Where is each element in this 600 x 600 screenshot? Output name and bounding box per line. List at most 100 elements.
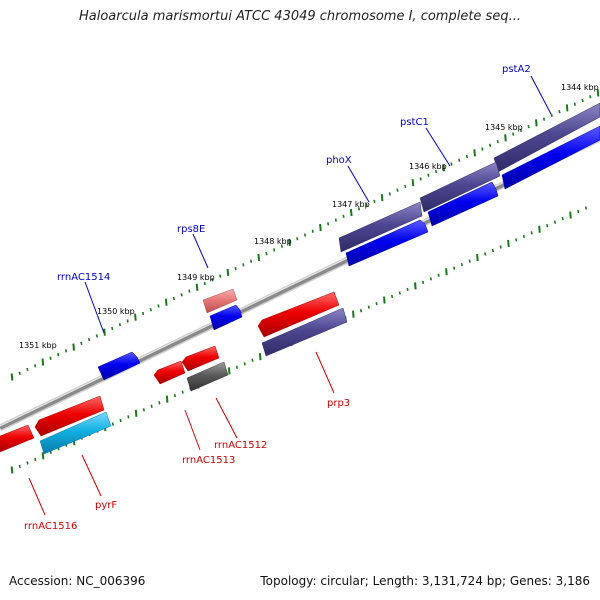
tick-outer-22 bbox=[180, 293, 183, 297]
gene-blue-1[interactable] bbox=[501, 125, 600, 190]
label-rrnAC1514: rrnAC1514 bbox=[57, 272, 110, 283]
tick-outer-54 bbox=[427, 173, 430, 177]
tick-outer-0 bbox=[10, 373, 14, 381]
tick-outer-34 bbox=[273, 248, 276, 252]
tick-outer-40 bbox=[319, 223, 322, 232]
gene-purple-low[interactable] bbox=[261, 307, 348, 357]
tick-inner-30 bbox=[243, 362, 246, 366]
tick-outer-9 bbox=[80, 341, 83, 346]
gene-pyrF-red[interactable] bbox=[34, 395, 105, 437]
tick-inner-21 bbox=[173, 393, 176, 398]
tick-outer-74 bbox=[581, 98, 584, 103]
tick-outer-48 bbox=[380, 194, 384, 202]
tick-inner-2 bbox=[26, 461, 29, 465]
forward-genes bbox=[97, 102, 600, 381]
gene-rrnAC1512[interactable] bbox=[181, 345, 220, 372]
tick-outer-12 bbox=[103, 328, 106, 336]
gene-rps8E[interactable] bbox=[209, 304, 243, 331]
tick-outer-67 bbox=[527, 124, 530, 129]
gene-blue-2[interactable] bbox=[427, 181, 499, 227]
tick-outer-31 bbox=[249, 259, 253, 263]
tick-inner-69 bbox=[546, 224, 549, 228]
tick-inner-59 bbox=[468, 259, 471, 263]
tick-inner-58 bbox=[460, 262, 463, 267]
leader-lines bbox=[28, 75, 552, 516]
tick-outer-76 bbox=[596, 89, 600, 97]
tick-outer-33 bbox=[265, 252, 268, 256]
tick-outer-75 bbox=[589, 95, 592, 99]
tick-outer-26 bbox=[211, 278, 214, 282]
tick-inner-63 bbox=[499, 245, 502, 249]
tick-outer-19 bbox=[157, 304, 160, 308]
tick-inner-15 bbox=[127, 415, 130, 419]
tick-outer-57 bbox=[450, 162, 453, 166]
tick-outer-13 bbox=[111, 326, 114, 331]
tick-outer-5 bbox=[49, 356, 52, 360]
tick-inner-16 bbox=[134, 409, 138, 417]
gene-phoX[interactable] bbox=[338, 201, 423, 253]
tick-outer-25 bbox=[203, 281, 206, 286]
tick-inner-1 bbox=[18, 464, 21, 469]
gene-blue-3[interactable] bbox=[345, 219, 429, 267]
label-pstC1: pstC1 bbox=[400, 117, 429, 128]
tick-outer-24 bbox=[195, 283, 199, 291]
tick-inner-61 bbox=[484, 252, 487, 256]
tick-outer-27 bbox=[219, 274, 222, 278]
tick-inner-60 bbox=[476, 253, 479, 262]
tick-outer-7 bbox=[64, 349, 68, 353]
tick-inner-55 bbox=[437, 273, 440, 277]
tick-outer-53 bbox=[419, 177, 422, 181]
map-title: Haloarcula marismortui ATCC 43049 chromo… bbox=[79, 9, 521, 24]
tick-inner-17 bbox=[142, 408, 145, 412]
tick-outer-52 bbox=[411, 179, 415, 187]
tick-inner-20 bbox=[165, 395, 169, 403]
gene-pstC1[interactable] bbox=[419, 161, 501, 213]
tick-outer-29 bbox=[234, 266, 237, 271]
tick-outer-20 bbox=[164, 298, 168, 306]
tick-outer-51 bbox=[404, 184, 407, 189]
tick-outer-49 bbox=[388, 192, 391, 196]
tick-inner-49 bbox=[390, 294, 394, 299]
label-rrnAC1513: rrnAC1513 bbox=[182, 455, 235, 466]
scale-label-1344: 1344 kbp bbox=[561, 83, 599, 92]
tick-inner-19 bbox=[158, 401, 161, 405]
tick-row-outer bbox=[10, 89, 600, 381]
gene-rrnAC1513[interactable] bbox=[153, 360, 186, 385]
gene-gray[interactable] bbox=[186, 361, 229, 392]
tick-outer-46 bbox=[365, 203, 368, 207]
tick-inner-47 bbox=[375, 301, 378, 306]
gene-rrnAC1516[interactable] bbox=[0, 424, 35, 453]
tick-outer-39 bbox=[311, 229, 314, 233]
tick-inner-64 bbox=[507, 239, 510, 247]
tick-inner-48 bbox=[383, 296, 386, 304]
tick-outer-1 bbox=[18, 371, 21, 375]
gene-rrnAC1514[interactable] bbox=[97, 351, 141, 381]
tick-inner-70 bbox=[553, 220, 557, 224]
scale-label-1348: 1348 kbp bbox=[254, 237, 292, 246]
tick-outer-68 bbox=[535, 119, 538, 127]
tick-outer-41 bbox=[327, 222, 330, 226]
tick-outer-6 bbox=[57, 352, 60, 357]
tick-outer-70 bbox=[550, 113, 553, 118]
tick-outer-18 bbox=[149, 308, 152, 312]
tick-inner-68 bbox=[538, 225, 541, 233]
accession-label: Accession: NC_006396 bbox=[9, 574, 146, 588]
tick-inner-13 bbox=[111, 422, 114, 426]
tick-inner-66 bbox=[522, 234, 526, 238]
gene-prp3[interactable] bbox=[257, 291, 340, 338]
scale-label-1349: 1349 kbp bbox=[177, 273, 215, 282]
scale-labels: 1344 kbp 1345 kbp 1346 kbp 1347 kbp 1348… bbox=[19, 83, 599, 350]
tick-outer-50 bbox=[396, 188, 399, 192]
gene-pink[interactable] bbox=[202, 288, 238, 314]
gene-pyrF[interactable] bbox=[39, 411, 112, 455]
tick-inner-4 bbox=[41, 452, 45, 460]
tick-inner-0 bbox=[10, 466, 14, 474]
tick-inner-31 bbox=[251, 358, 254, 362]
tick-outer-72 bbox=[565, 104, 569, 112]
tick-outer-43 bbox=[342, 214, 345, 218]
label-prp3: prp3 bbox=[327, 398, 350, 409]
tick-outer-44 bbox=[349, 208, 353, 217]
tick-outer-64 bbox=[504, 134, 507, 142]
label-rps8E: rps8E bbox=[177, 224, 205, 235]
